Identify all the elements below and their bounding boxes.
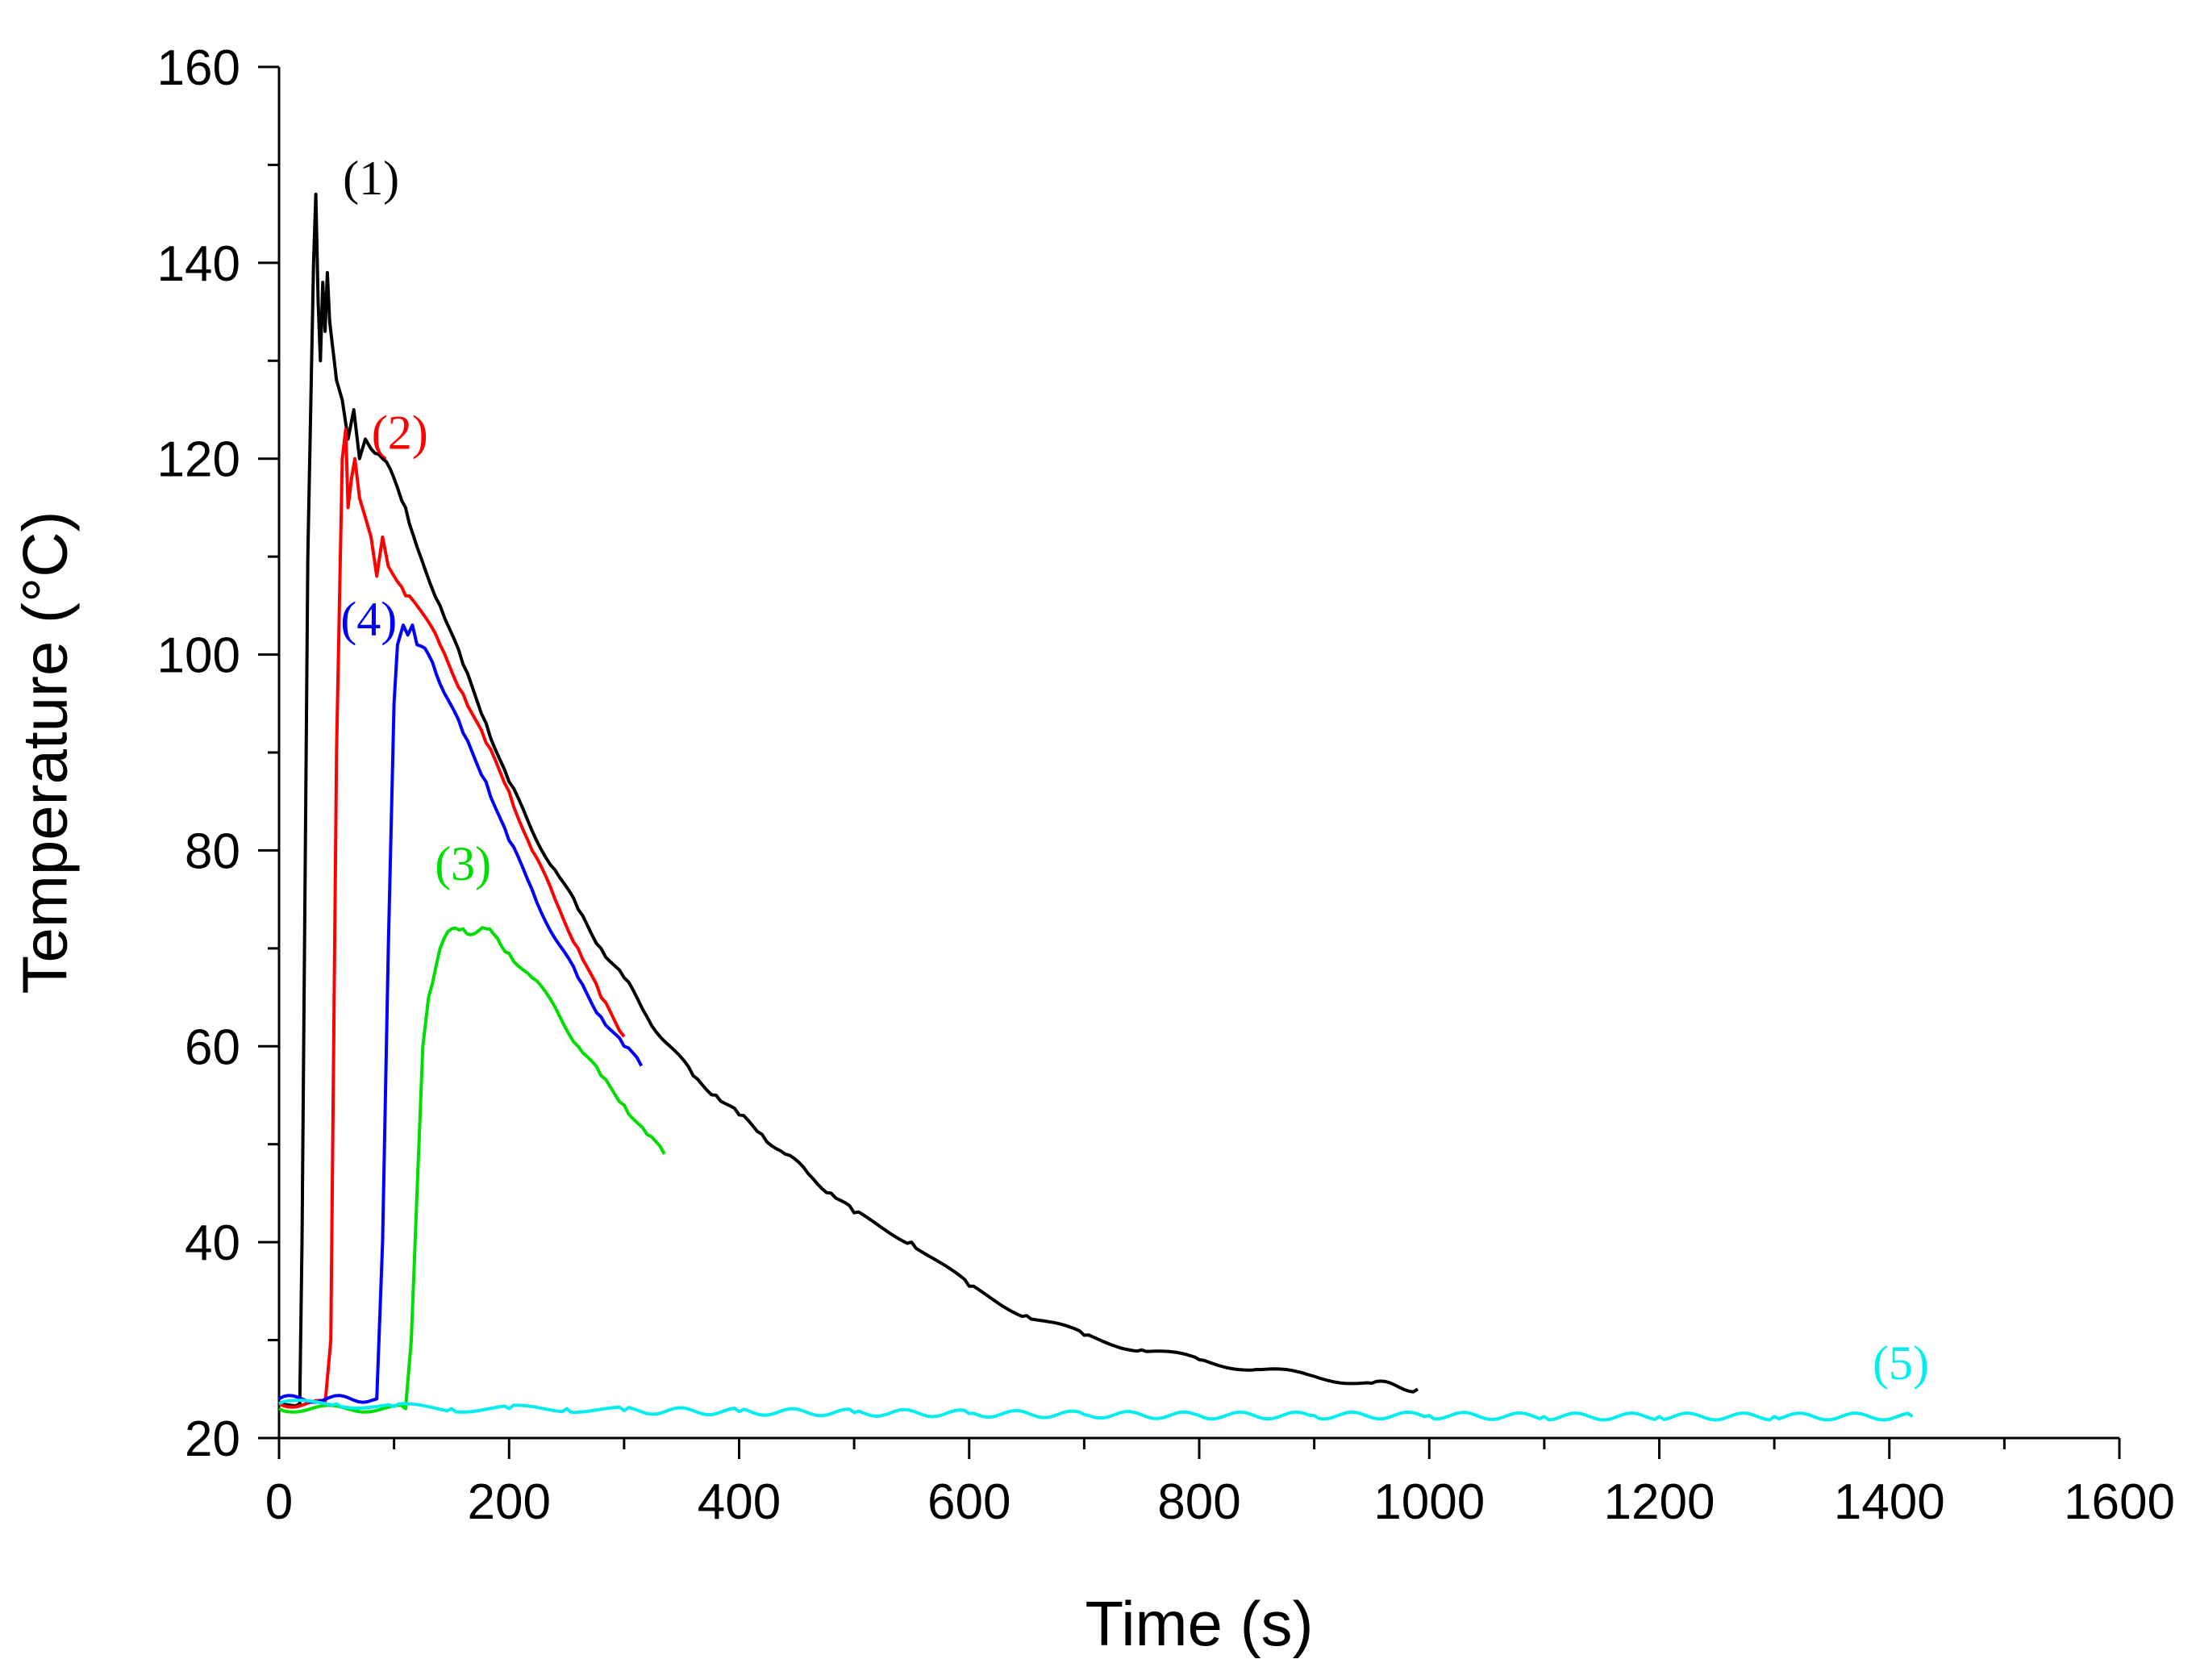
series-label: (3): [435, 837, 491, 890]
x-axis-title: Time (s): [1085, 1588, 1313, 1659]
series-lines: [278, 192, 1914, 1422]
y-tick-label: 140: [157, 236, 240, 292]
x-tick-label: 1600: [2064, 1474, 2175, 1530]
x-tick-label: 1000: [1373, 1474, 1485, 1530]
x-tick-label: 800: [1157, 1474, 1240, 1530]
x-tick-label: 200: [468, 1474, 551, 1530]
x-tick-label: 600: [927, 1474, 1010, 1530]
series-line-4: [278, 926, 666, 1414]
x-tick-label: 1200: [1604, 1474, 1715, 1530]
series-label: (4): [340, 592, 397, 645]
y-tick-label: 60: [185, 1019, 240, 1075]
x-tick-label: 400: [698, 1474, 781, 1530]
series-line-2: [278, 427, 626, 1409]
y-tick-label: 80: [185, 823, 240, 879]
x-tick-label: 1400: [1834, 1474, 1945, 1530]
y-tick-label: 160: [157, 40, 240, 96]
series-line-3: [278, 623, 644, 1404]
series-label: (5): [1873, 1336, 1929, 1390]
series-line-1: [278, 192, 1419, 1408]
axes: 0 200 400 600 800 1000 1200 1400 1600 20 40 60 80 100…: [157, 40, 2175, 1530]
y-tick-label: 40: [185, 1215, 240, 1271]
y-tick-label: 120: [157, 432, 240, 488]
x-tick-label: 0: [265, 1474, 293, 1530]
y-axis-title: Temperature (°C): [10, 511, 81, 994]
series-label: (2): [372, 406, 428, 460]
y-tick-label: 100: [157, 628, 240, 684]
y-tick-label: 20: [185, 1411, 240, 1467]
series-labels: (1) (2) (4) (3) (5): [340, 152, 1929, 1390]
series-line-5: [278, 1399, 1914, 1422]
series-label: (1): [343, 152, 399, 205]
